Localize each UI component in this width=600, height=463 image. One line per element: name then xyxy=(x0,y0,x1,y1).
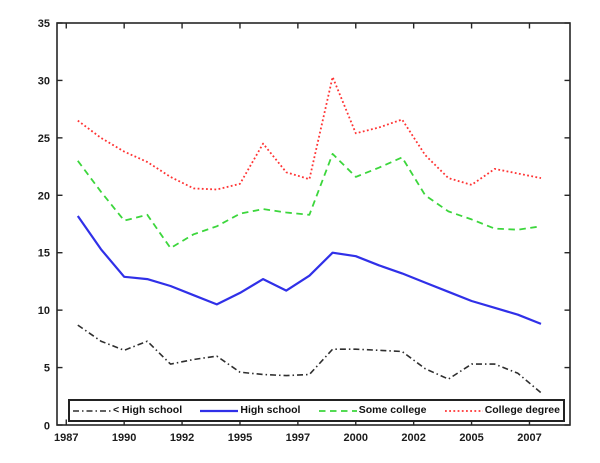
legend-line-sample-college-degree xyxy=(444,409,483,412)
legend-entry-some-college: Some college xyxy=(318,404,427,417)
series-line-some-college xyxy=(77,152,542,250)
x-tick-label-2007: 2007 xyxy=(517,432,541,444)
x-tick-label-2000: 2000 xyxy=(344,432,368,444)
legend-line-sample-some-college xyxy=(318,409,357,412)
legend-label-high-school: High school xyxy=(240,404,301,417)
series-line-high-school xyxy=(77,324,542,394)
legend-label-high-school: < High school xyxy=(113,404,183,417)
y-tick-label-0: 0 xyxy=(44,421,50,433)
legend-entry-high-school: < High school xyxy=(73,405,182,417)
y-tick-label-15: 15 xyxy=(38,248,50,260)
x-tick-label-1997: 1997 xyxy=(286,432,310,444)
x-tick-label-1995: 1995 xyxy=(228,432,252,444)
legend-entry-high-school: High school xyxy=(200,405,300,417)
legend-line-sample-high-school xyxy=(73,409,111,412)
legend-line-sample-high-school xyxy=(200,409,239,412)
series-line-high-school xyxy=(76,215,542,325)
y-tick-label-30: 30 xyxy=(38,75,50,87)
x-tick-label-2002: 2002 xyxy=(401,432,425,444)
x-tick-label-1992: 1992 xyxy=(170,432,194,444)
legend-label-some-college: Some college xyxy=(358,404,427,417)
x-tick-label-2005: 2005 xyxy=(459,432,483,444)
y-tick-label-5: 5 xyxy=(44,363,50,375)
y-tick-label-25: 25 xyxy=(38,133,50,145)
legend-entry-college-degree: College degree xyxy=(444,404,560,417)
axes-border xyxy=(56,22,571,426)
y-tick-label-35: 35 xyxy=(38,18,50,30)
x-tick-label-1987: 1987 xyxy=(54,432,78,444)
series-line-college-degree xyxy=(77,76,542,191)
legend-label-college-degree: College degree xyxy=(484,404,560,417)
y-tick-label-20: 20 xyxy=(38,190,50,202)
legend-box: < High school High school Some college Coll… xyxy=(68,399,565,422)
x-tick-label-1990: 1990 xyxy=(112,432,136,444)
y-tick-label-10: 10 xyxy=(38,305,50,317)
